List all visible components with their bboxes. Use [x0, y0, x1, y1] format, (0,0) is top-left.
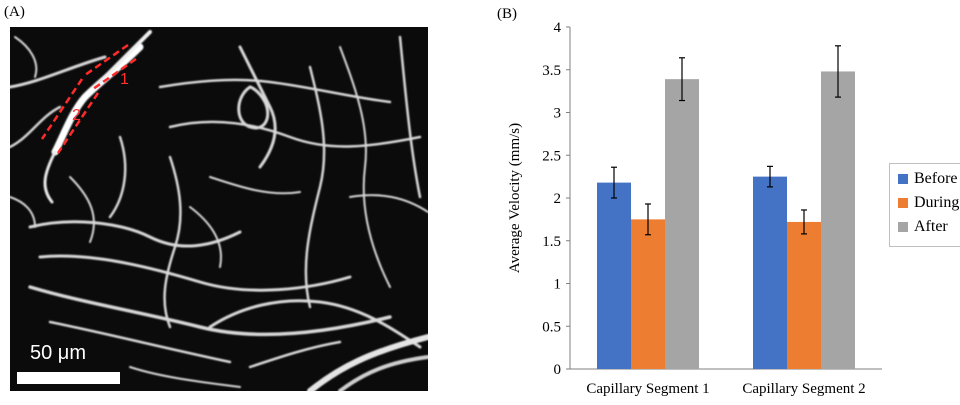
bar-before: [753, 176, 787, 369]
legend-label: During: [914, 194, 960, 211]
segment-outlines: [40, 43, 137, 154]
bar-before: [597, 182, 631, 369]
scale-bar: [17, 372, 120, 384]
y-tick-label: 2.5: [542, 148, 561, 164]
y-tick-label: 0.5: [542, 319, 561, 335]
y-tick-label: 3: [554, 106, 562, 122]
bar-during: [787, 221, 821, 369]
panel-b-label: (B): [497, 6, 517, 22]
capillary-micrograph: 1 2 50 μm: [10, 27, 428, 391]
y-tick-label: 4: [554, 20, 562, 36]
y-tick-label: 3.5: [542, 63, 561, 79]
scale-bar-label: 50 μm: [30, 342, 86, 364]
x-category-label: Capillary Segment 2: [742, 381, 865, 397]
legend-label: Before: [914, 170, 958, 187]
legend-item-after: After: [898, 218, 948, 236]
y-tick-label: 2: [554, 191, 562, 207]
y-tick-label: 1.5: [542, 234, 561, 250]
legend-item-before: Before: [898, 170, 958, 188]
panel-a-label: (A): [4, 4, 25, 20]
legend-swatch: [898, 198, 908, 208]
velocity-bar-chart: 0 0.5 1 1.5 2 2.5 3 3.5 4 Average Velocity (mm/s)…: [507, 20, 882, 397]
chart-legend: Before During After: [889, 163, 960, 247]
legend-swatch: [898, 222, 908, 232]
bar-after: [665, 79, 699, 369]
segment-2-label: 2: [72, 107, 81, 124]
legend-swatch: [898, 174, 908, 184]
y-tick-label: 1: [554, 277, 562, 293]
segment-1-label: 1: [120, 71, 129, 88]
bar-after: [821, 71, 855, 370]
legend-item-during: During: [898, 194, 959, 212]
capillary-network-image: [10, 30, 428, 391]
x-category-label: Capillary Segment 1: [586, 381, 709, 397]
bar-during: [631, 219, 665, 369]
legend-label: After: [914, 218, 948, 235]
y-tick-label: 0: [554, 362, 562, 378]
y-axis-title: Average Velocity (mm/s): [507, 123, 523, 273]
